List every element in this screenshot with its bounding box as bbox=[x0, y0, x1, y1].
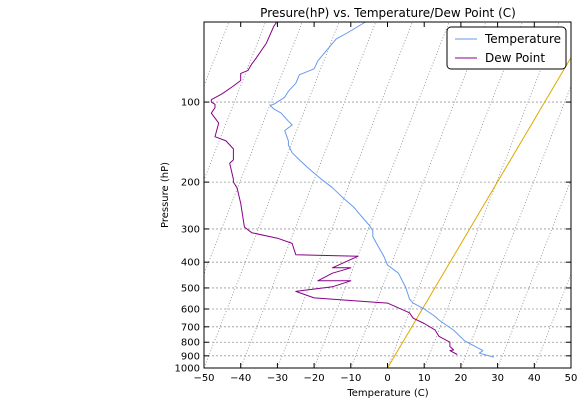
legend-dewpoint-label: Dew Point bbox=[485, 51, 545, 65]
skew-isotherm bbox=[57, 22, 192, 368]
x-tick-label: −50 bbox=[193, 373, 214, 384]
skew-isotherm bbox=[571, 22, 584, 368]
x-axis-label: Temperature (C) bbox=[346, 388, 428, 399]
y-tick-label: 900 bbox=[181, 351, 200, 362]
x-tick-label: −30 bbox=[267, 373, 288, 384]
y-tick-label: 700 bbox=[181, 322, 200, 333]
x-tick-label: 50 bbox=[565, 373, 578, 384]
plot-area bbox=[204, 22, 571, 368]
x-tick-label: 0 bbox=[384, 373, 390, 384]
y-tick-label: 100 bbox=[181, 98, 200, 109]
y-tick-label: 300 bbox=[181, 224, 200, 235]
skew-isotherm bbox=[21, 22, 156, 368]
skew-isotherm bbox=[0, 22, 9, 368]
y-axis-label: Pressure (hP) bbox=[160, 162, 171, 228]
x-tick-label: −20 bbox=[304, 373, 325, 384]
y-tick-label: 200 bbox=[181, 178, 200, 189]
skew-isotherm bbox=[0, 22, 119, 368]
y-tick-label: 1000 bbox=[175, 364, 200, 375]
legend-temperature-label: Temperature bbox=[484, 32, 561, 46]
x-tick-label: −10 bbox=[340, 373, 361, 384]
y-tick-label: 600 bbox=[181, 305, 200, 316]
skew-isotherm bbox=[0, 22, 82, 368]
x-tick-label: 20 bbox=[455, 373, 468, 384]
chart-title: Presure(hP) vs. Temperature/Dew Point (C… bbox=[260, 6, 516, 20]
x-tick-label: −40 bbox=[230, 373, 251, 384]
y-tick-label: 400 bbox=[181, 258, 200, 269]
x-tick-label: 40 bbox=[528, 373, 541, 384]
x-tick-label: 30 bbox=[491, 373, 504, 384]
legend: Temperature Dew Point bbox=[447, 27, 566, 69]
y-tick-label: 800 bbox=[181, 338, 200, 349]
x-tick-label: 10 bbox=[418, 373, 431, 384]
y-tick-label: 500 bbox=[181, 283, 200, 294]
skew-isotherm bbox=[0, 22, 45, 368]
